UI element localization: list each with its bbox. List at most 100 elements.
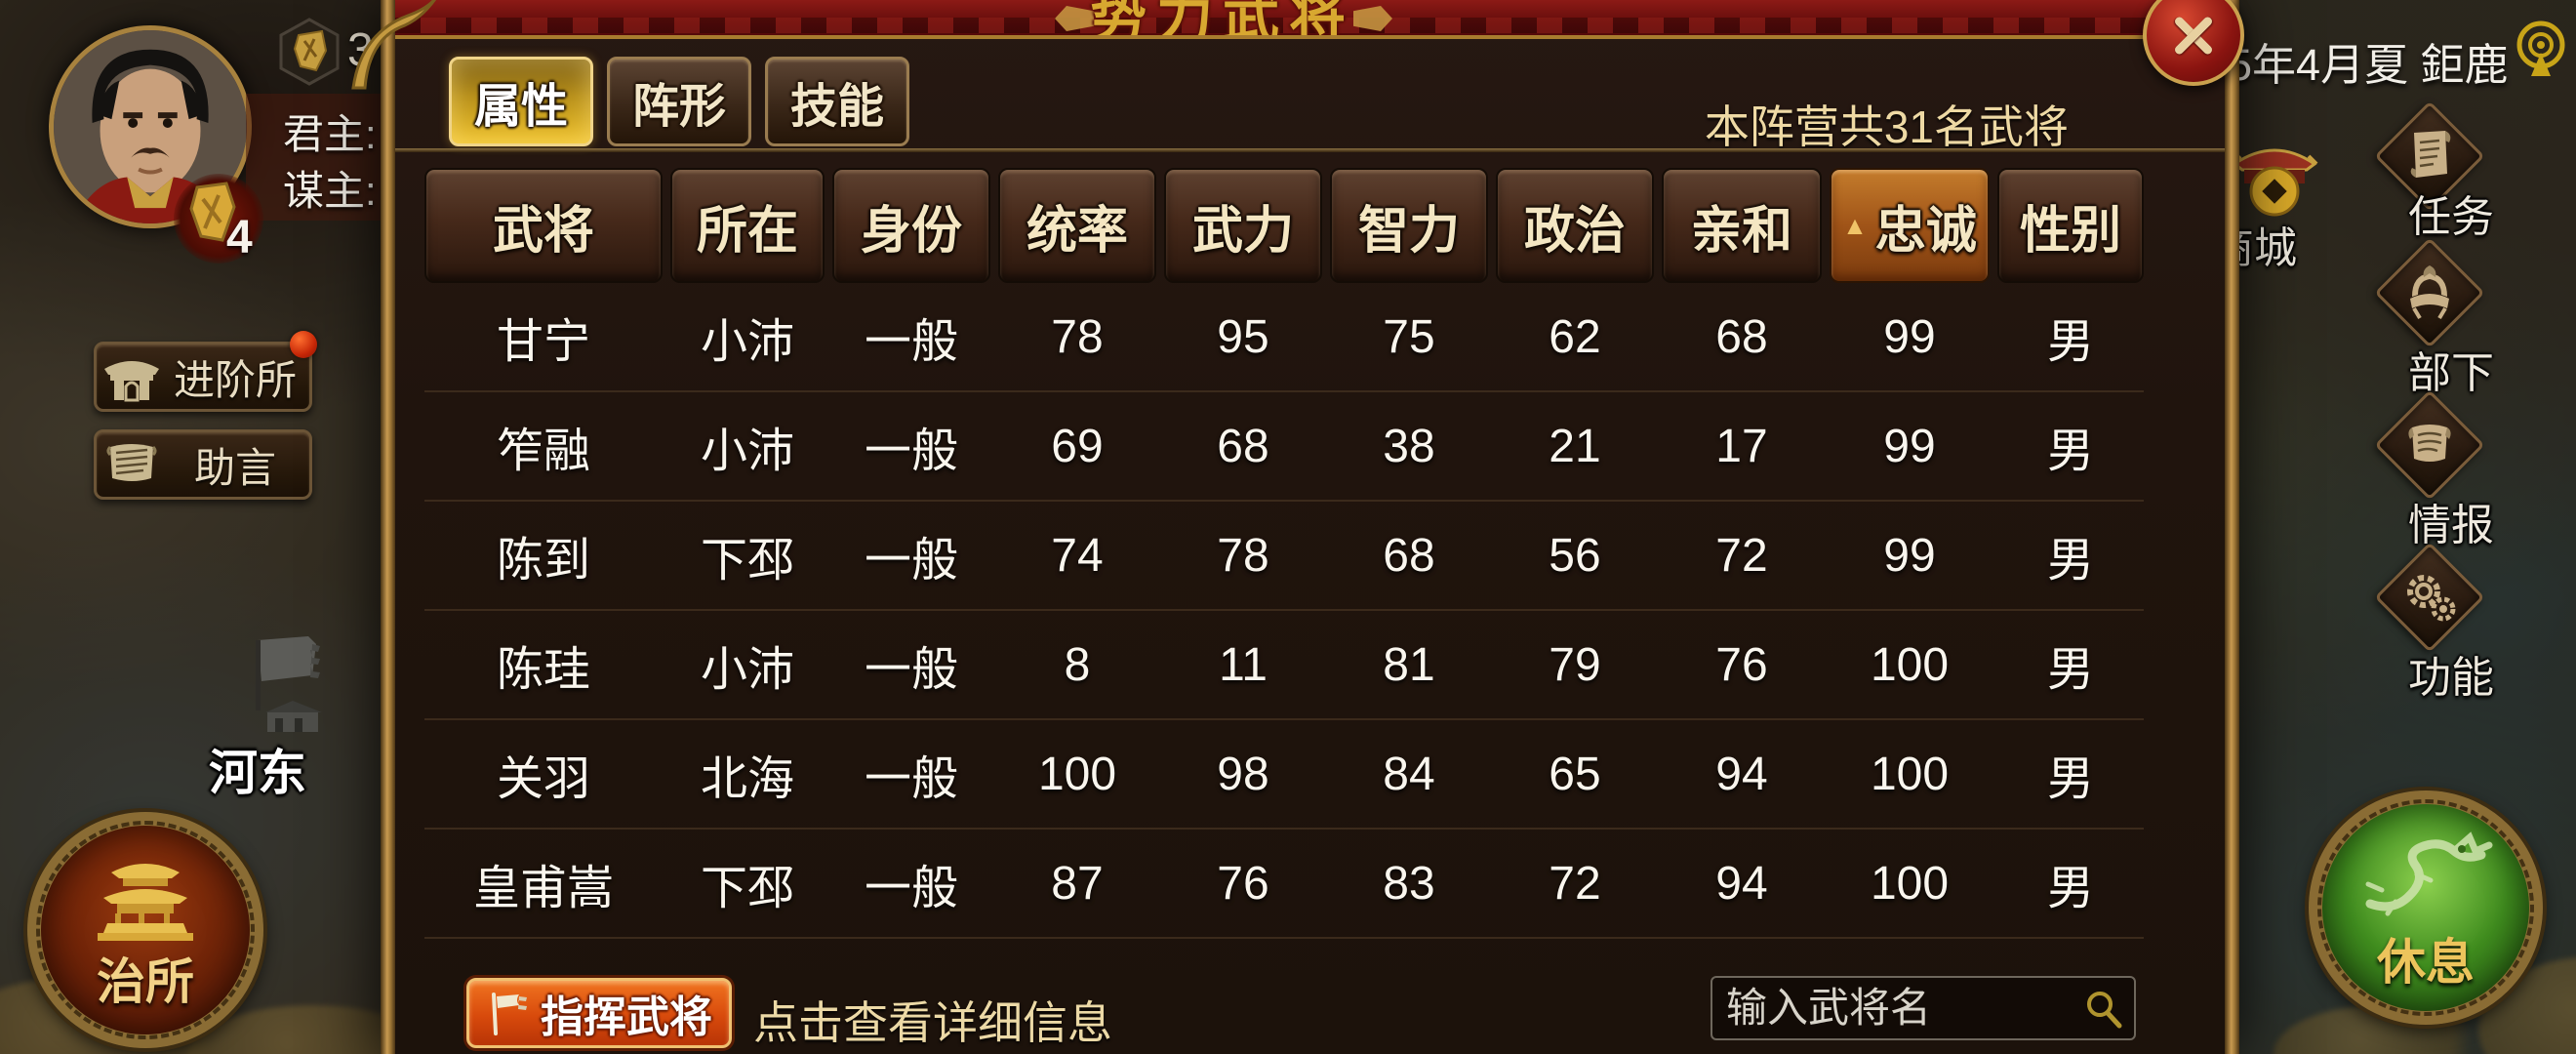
cell-status: 一般 — [864, 863, 958, 914]
cell-status: 一般 — [864, 316, 958, 368]
cell-charm: 68 — [1715, 310, 1768, 363]
avatar-portrait — [54, 30, 247, 223]
cell-gender: 男 — [2046, 753, 2094, 805]
cell-int: 83 — [1383, 857, 1435, 910]
column-header-8[interactable]: 亲和 — [1662, 168, 1822, 283]
gears-icon — [2407, 575, 2456, 622]
tab-formation[interactable]: 阵形 — [607, 57, 751, 146]
tab-skills[interactable]: 技能 — [765, 57, 909, 146]
beacon-icon[interactable] — [2512, 20, 2570, 80]
cell-leadership: 69 — [1051, 420, 1104, 472]
column-header-label: 身份 — [860, 202, 962, 260]
faction-general-count: 本阵营共31名武将 — [1704, 101, 2069, 152]
cell-location: 北海 — [700, 753, 794, 805]
cell-leadership: 78 — [1051, 310, 1104, 363]
advice-label: 助言 — [193, 444, 276, 491]
column-header-label: 性别 — [2019, 202, 2121, 260]
column-header-5[interactable]: 武力 — [1164, 168, 1322, 283]
cell-charm: 17 — [1715, 420, 1768, 472]
cell-charm: 94 — [1715, 748, 1768, 800]
cell-leadership: 87 — [1051, 857, 1104, 910]
seat-of-government-button[interactable]: 治所 — [27, 812, 263, 1048]
dragon-icon — [2365, 831, 2493, 916]
cell-loyalty: 99 — [1883, 529, 1936, 582]
cell-location: 小沛 — [700, 426, 794, 477]
cell-charm: 94 — [1715, 857, 1768, 910]
cell-leadership: 74 — [1051, 529, 1104, 582]
tasks-scroll-icon — [2410, 131, 2451, 178]
column-header-4[interactable]: 统率 — [998, 168, 1156, 283]
table-row[interactable]: 陈珪 小沛 一般 8 11 81 79 76 100 男 — [424, 611, 2144, 720]
menu-item-tasks[interactable] — [2374, 101, 2485, 212]
column-header-10[interactable]: 性别 — [1997, 168, 2144, 283]
cell-loyalty: 99 — [1883, 420, 1936, 472]
cell-politics: 62 — [1549, 310, 1601, 363]
cell-location: 小沛 — [700, 644, 794, 696]
cell-name: 陈珪 — [496, 644, 590, 696]
close-button[interactable] — [2143, 0, 2244, 86]
tab-attributes[interactable]: 属性 — [449, 57, 593, 146]
cell-leadership: 100 — [1037, 748, 1117, 800]
table-row[interactable]: 皇甫嵩 下邳 一般 87 76 83 72 94 100 男 — [424, 830, 2144, 939]
detail-hint-text: 点击查看详细信息 — [753, 997, 1112, 1048]
shop-icon[interactable] — [2231, 131, 2318, 219]
functions-label: 功能 — [2408, 654, 2494, 702]
table-row[interactable]: 陈到 下邳 一般 74 78 68 56 72 99 男 — [424, 502, 2144, 611]
command-generals-button[interactable]: 指挥武将 — [466, 978, 732, 1048]
column-header-1[interactable]: 武将 — [424, 168, 663, 283]
cell-status: 一般 — [864, 644, 958, 696]
ruler-label: 君主: — [283, 111, 377, 157]
panel-border-left — [381, 0, 395, 1054]
table-row[interactable]: 关羽 北海 一般 100 98 84 65 94 100 男 — [424, 720, 2144, 830]
intel-scroll-icon — [2408, 425, 2451, 462]
column-header-label: 武力 — [1191, 202, 1294, 260]
cell-gender: 男 — [2046, 426, 2094, 477]
cell-name: 笮融 — [496, 426, 590, 477]
sort-ascending-icon: ▲ — [1842, 210, 1868, 240]
table-row[interactable]: 笮融 小沛 一般 69 68 38 21 17 99 男 — [424, 392, 2144, 502]
cell-name: 甘宁 — [496, 316, 590, 368]
column-header-label: 政治 — [1523, 202, 1626, 260]
advance-hall-label: 进阶所 — [173, 356, 297, 403]
cell-politics: 21 — [1549, 420, 1601, 472]
advice-button[interactable]: 助言 — [94, 429, 312, 500]
strategist-label: 谋主: — [283, 168, 377, 214]
cell-int: 75 — [1383, 310, 1435, 363]
column-header-9[interactable]: ▲ 忠诚 — [1830, 168, 1990, 283]
menu-item-officers[interactable] — [2374, 237, 2485, 348]
cell-politics: 65 — [1549, 748, 1601, 800]
cell-war: 95 — [1217, 310, 1269, 363]
search-input[interactable] — [1726, 978, 2068, 1038]
cell-gender: 男 — [2046, 644, 2094, 696]
pagoda-icon — [98, 864, 193, 941]
rest-button[interactable]: 休息 — [2309, 790, 2543, 1025]
generals-table: 甘宁 小沛 一般 78 95 75 62 68 99 男笮融 小沛 一般 69 68 38 21 17 99 男陈到… — [424, 283, 2144, 939]
city-flag-marker[interactable] — [240, 636, 334, 742]
cell-politics: 56 — [1549, 529, 1601, 582]
search-icon[interactable] — [2083, 989, 2124, 1030]
menu-item-intel[interactable] — [2374, 389, 2485, 501]
table-row[interactable]: 甘宁 小沛 一般 78 95 75 62 68 99 男 — [424, 283, 2144, 392]
cell-politics: 79 — [1549, 638, 1601, 691]
cell-loyalty: 100 — [1870, 638, 1950, 691]
avatar-badge-count: 4 — [226, 212, 253, 264]
cell-int: 68 — [1383, 529, 1435, 582]
menu-item-functions[interactable] — [2374, 542, 2485, 653]
command-generals-label: 指挥武将 — [541, 993, 712, 1041]
cell-status: 一般 — [864, 426, 958, 477]
column-header-3[interactable]: 身份 — [832, 168, 990, 283]
faction-generals-panel: 势力武将 属性 阵形 技能 本阵营共31名武将 武将 所在 身份 统率 武力 智力 政治 亲和… — [351, 0, 2244, 1054]
table-header-row: 武将 所在 身份 统率 武力 智力 政治 亲和 ▲ 忠诚 性别 — [424, 168, 2144, 283]
column-header-7[interactable]: 政治 — [1496, 168, 1654, 283]
column-header-6[interactable]: 智力 — [1330, 168, 1488, 283]
column-header-2[interactable]: 所在 — [670, 168, 825, 283]
lords-info-bar — [246, 94, 381, 221]
avatar-badge-seal-icon — [189, 182, 236, 242]
column-header-label: 智力 — [1357, 202, 1460, 260]
advance-hall-button[interactable]: 进阶所 — [94, 331, 317, 412]
cell-loyalty: 99 — [1883, 310, 1936, 363]
cell-location: 下邳 — [700, 535, 794, 587]
panel-title: 势力武将 — [1089, 0, 1356, 39]
game-date-location: 95年4月夏 鉅鹿 — [2203, 40, 2509, 90]
